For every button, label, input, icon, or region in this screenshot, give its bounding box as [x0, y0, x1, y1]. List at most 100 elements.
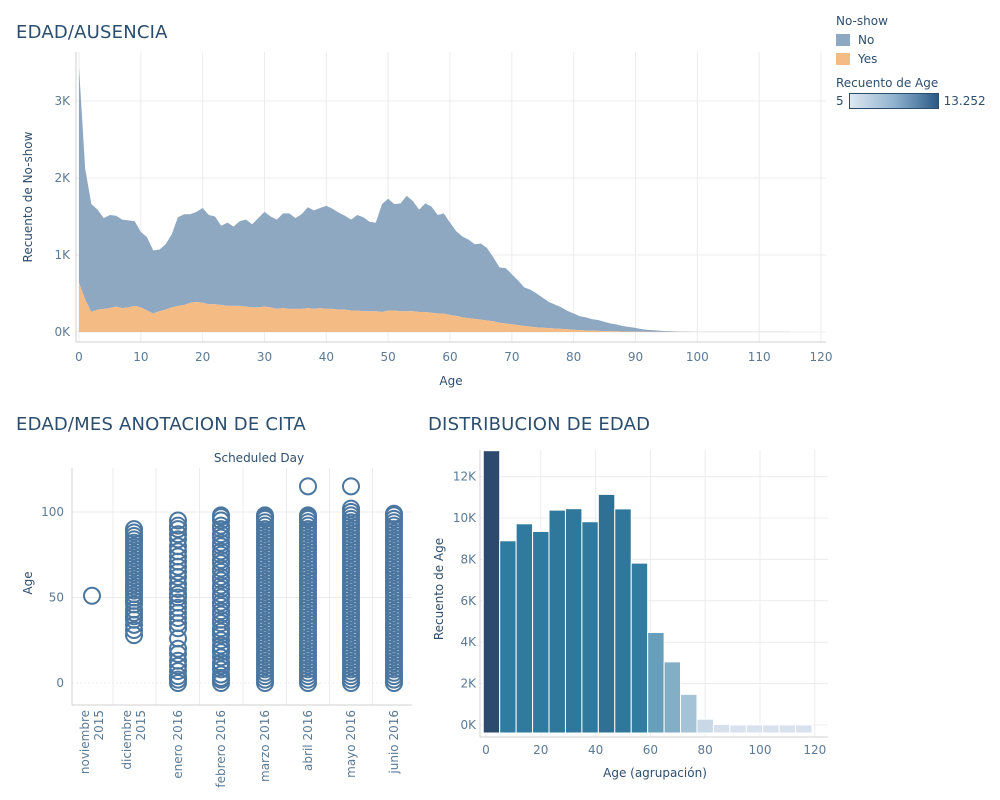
legend-item-yes[interactable]: Yes — [836, 49, 996, 68]
scatter-point — [212, 653, 230, 672]
scatter-point — [125, 620, 143, 639]
hist-bar — [564, 508, 583, 734]
scatter-point — [212, 516, 230, 535]
hist-x-tick-label: 120 — [803, 743, 826, 757]
scatter-point — [169, 530, 187, 549]
hist-bar — [778, 724, 797, 734]
area-x-axis-title: Age — [439, 374, 462, 388]
legend-count-max: 13.252 — [943, 94, 986, 108]
hist-y-tick-label: 4K — [460, 635, 477, 649]
area-chart-title: EDAD/AUSENCIA — [16, 22, 168, 43]
scatter-point — [212, 602, 230, 621]
hist-bar — [482, 450, 501, 734]
hist-bar — [647, 631, 665, 734]
scatter-point — [169, 525, 187, 544]
scatter-point — [169, 516, 187, 535]
area-y-tick-label: 0K — [54, 325, 71, 339]
scatter-point — [169, 656, 187, 675]
scatter-point — [212, 576, 230, 595]
hist-bar — [614, 508, 632, 734]
area-series-no — [79, 67, 791, 333]
scatter-point — [169, 574, 187, 593]
scatter-x-tick-label: 2015 — [134, 710, 148, 741]
hist-x-tick-label: 100 — [749, 743, 772, 757]
hist-bar — [581, 521, 599, 734]
area-x-tick-label: 90 — [628, 350, 643, 364]
scatter-point — [299, 506, 317, 525]
area-x-tick-label: 110 — [748, 350, 771, 364]
area-y-axis-title: Recuento de No-show — [21, 131, 35, 262]
hist-y-tick-label: 10K — [453, 511, 477, 525]
scatter-point — [169, 547, 187, 566]
area-x-tick-label: 50 — [381, 350, 396, 364]
hist-x-tick-label: 80 — [698, 743, 713, 757]
legend-panel: No-show No Yes Recuento de Age 5 13.252 — [836, 14, 996, 109]
scatter-point — [212, 593, 230, 612]
hist-y-tick-label: 2K — [460, 677, 477, 691]
hist-y-axis-title: Recuento de Age — [432, 538, 446, 640]
scatter-point — [256, 506, 274, 525]
scatter-point — [169, 511, 187, 530]
scatter-point — [342, 499, 360, 518]
legend-count-min: 5 — [836, 94, 844, 108]
scatter-header: Scheduled Day — [214, 451, 304, 465]
scatter-chart-title: EDAD/MES ANOTACION DE CITA — [16, 414, 306, 435]
legend-swatch-yes — [836, 52, 850, 65]
hist-bar — [548, 509, 566, 734]
scatter-point — [299, 477, 317, 496]
area-x-tick-label: 0 — [75, 350, 83, 364]
hist-bar — [532, 530, 550, 734]
hist-bar — [630, 562, 649, 734]
scatter-point — [169, 542, 187, 561]
scatter-point — [169, 585, 187, 604]
scatter-x-tick-label: mayo 2016 — [344, 710, 358, 778]
scatter-point — [169, 639, 187, 658]
legend-noshow-title: No-show — [836, 14, 888, 28]
scatter-point — [169, 662, 187, 681]
scatter-point — [342, 477, 360, 496]
scatter-point — [212, 550, 230, 569]
hist-bar — [680, 693, 698, 734]
scatter-point — [212, 525, 230, 544]
scatter-y-axis-title: Age — [21, 571, 35, 594]
legend-count-scale: 5 13.252 — [836, 93, 996, 109]
legend-item-no[interactable]: No — [836, 30, 996, 49]
scatter-x-tick-label: abril 2016 — [301, 710, 315, 771]
scatter-x-tick-label: diciembre — [120, 710, 134, 770]
scatter-point — [385, 504, 403, 523]
scatter-point — [212, 533, 230, 552]
hist-y-tick-label: 8K — [460, 552, 477, 566]
scatter-point — [169, 598, 187, 617]
area-x-tick-label: 120 — [810, 350, 833, 364]
scatter-point — [212, 559, 230, 578]
scatter-point — [212, 567, 230, 586]
scatter-point — [83, 586, 101, 605]
hist-y-tick-label: 12K — [453, 470, 477, 484]
legend-swatch-no — [836, 33, 850, 46]
hist-x-tick-label: 20 — [533, 743, 548, 757]
scatter-point — [212, 636, 230, 655]
scatter-point — [212, 585, 230, 604]
scatter-x-tick-label: noviembre — [78, 710, 92, 774]
hist-bar — [597, 493, 616, 734]
area-x-tick-label: 20 — [195, 350, 210, 364]
hist-bar — [663, 661, 682, 734]
scatter-point — [169, 579, 187, 598]
hist-x-tick-label: 0 — [482, 743, 490, 757]
scatter-x-tick-label: febrero 2016 — [214, 710, 228, 788]
area-y-tick-label: 1K — [54, 248, 71, 262]
scatter-point — [212, 610, 230, 629]
legend-label-yes: Yes — [858, 51, 878, 66]
hist-bar — [515, 523, 534, 734]
scatter-point — [212, 665, 230, 684]
area-series-yes — [79, 282, 791, 332]
area-x-tick-label: 40 — [319, 350, 334, 364]
hist-bar — [745, 724, 764, 734]
area-y-tick-label: 2K — [54, 171, 71, 185]
scatter-y-tick-label: 0 — [56, 676, 64, 690]
hist-bar — [499, 540, 517, 734]
histogram-title: DISTRIBUCION DE EDAD — [428, 414, 651, 435]
scatter-x-tick-label: enero 2016 — [171, 710, 185, 779]
hist-bar — [729, 724, 747, 734]
